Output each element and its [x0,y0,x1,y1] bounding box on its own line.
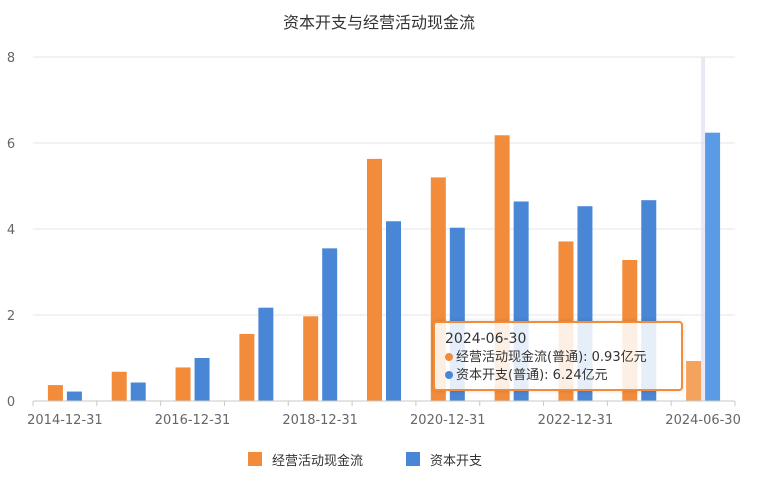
bar-capex-2019-12-31[interactable] [386,221,401,401]
bar-cashflow-2019-12-31[interactable] [367,158,382,401]
bar-capex-2024-06-30[interactable] [705,132,721,401]
tooltip-row-capex: 资本开支(普通): 6.24亿元 [445,367,671,385]
tooltip: 2024-06-30 经营活动现金流(普通): 0.93亿元 资本开支(普通):… [433,321,683,391]
tooltip-cashflow-text: 经营活动现金流(普通): 0.93亿元 [456,350,647,365]
bar-cashflow-2017-12-31[interactable] [239,333,255,401]
tooltip-capex-text: 资本开支(普通): 6.24亿元 [456,368,608,383]
x-tick-label: 2024-06-30 [665,413,741,428]
orange-dot-icon [445,352,453,361]
tooltip-date: 2024-06-30 [445,331,527,347]
bar-capex-2014-12-31[interactable] [66,391,82,401]
chart-title: 资本开支与经营活动现金流 [283,13,475,32]
tooltip-row-cashflow: 经营活动现金流(普通): 0.93亿元 [445,349,671,367]
bar-cashflow-2018-12-31[interactable] [303,316,319,401]
bar-cashflow-2016-12-31[interactable] [175,367,191,401]
x-tick-label: 2018-12-31 [282,413,358,428]
y-tick-label: 6 [7,137,15,152]
legend-label-capex[interactable]: 资本开支 [430,454,482,469]
blue-dot-icon [445,370,453,379]
legend-swatch-cashflow[interactable] [248,452,262,466]
x-axis: 2014-12-31 2016-12-31 2018-12-31 2020-12-31… [27,400,741,428]
x-tick-label: 2016-12-31 [155,413,231,428]
bar-capex-2017-12-31[interactable] [258,307,274,401]
y-tick-label: 8 [7,51,15,66]
bar-cashflow-2024-06-30[interactable] [686,361,702,401]
bar-capex-2016-12-31[interactable] [194,358,210,401]
bar-cashflow-2014-12-31[interactable] [47,385,63,401]
bar-capex-2018-12-31[interactable] [322,248,338,401]
legend-label-cashflow[interactable]: 经营活动现金流 [272,453,363,469]
legend-swatch-capex[interactable] [406,452,420,466]
x-tick-label: 2022-12-31 [538,413,614,428]
y-tick-label: 4 [7,223,15,238]
bar-cashflow-2015-12-31[interactable] [111,371,127,401]
bar-capex-2015-12-31[interactable] [130,382,146,401]
legend[interactable]: 经营活动现金流 资本开支 [248,452,482,469]
x-tick-label: 2014-12-31 [27,413,103,428]
x-tick-label: 2020-12-31 [410,413,486,428]
y-tick-label: 0 [7,395,15,410]
y-axis-ticks: 0 2 4 6 8 [7,51,15,410]
y-tick-label: 2 [7,309,15,324]
